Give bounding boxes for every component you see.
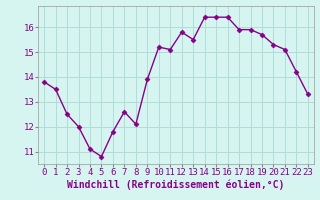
X-axis label: Windchill (Refroidissement éolien,°C): Windchill (Refroidissement éolien,°C) <box>67 180 285 190</box>
